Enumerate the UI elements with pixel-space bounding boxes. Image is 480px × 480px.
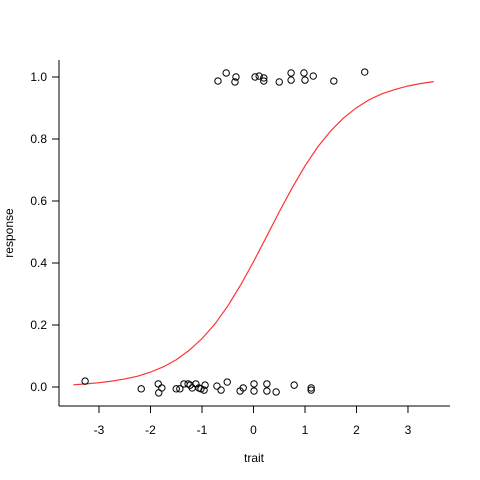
data-point [290, 381, 298, 389]
data-point [275, 78, 283, 86]
data-point [260, 77, 268, 85]
data-point [300, 69, 308, 77]
data-point [309, 72, 317, 80]
data-point [307, 386, 315, 394]
data-point [172, 385, 180, 393]
data-point [223, 378, 231, 386]
x-tick-label: 3 [405, 423, 412, 437]
data-point [214, 77, 222, 85]
data-point [176, 385, 184, 393]
y-tick-label: 0.6 [30, 194, 47, 208]
data-point [250, 387, 258, 395]
data-point [287, 69, 295, 77]
data-point [255, 72, 263, 80]
fitted-curve [73, 81, 434, 386]
data-point [272, 388, 280, 396]
x-tick-label: -1 [197, 423, 208, 437]
data-point [250, 380, 258, 388]
y-tick-label: 0.2 [30, 318, 47, 332]
y-tick-label: 0.4 [30, 256, 47, 270]
data-point [217, 386, 225, 394]
x-tick-label: -3 [94, 423, 105, 437]
x-tick-label: 0 [250, 423, 257, 437]
data-point [301, 76, 309, 84]
y-tick-label: 0.0 [30, 380, 47, 394]
data-point [287, 76, 295, 84]
y-axis-label: response [2, 208, 16, 258]
data-point [81, 377, 89, 385]
x-axis-label: trait [244, 451, 265, 465]
data-point [260, 74, 268, 82]
x-tick-label: 1 [302, 423, 309, 437]
data-point [307, 384, 315, 392]
data-point [251, 73, 259, 81]
data-point [263, 387, 271, 395]
data-point [213, 382, 221, 390]
x-tick-label: 2 [353, 423, 360, 437]
data-point [232, 73, 240, 81]
data-point [239, 384, 247, 392]
data-point [263, 380, 271, 388]
data-point [330, 77, 338, 85]
data-point [361, 68, 369, 76]
y-tick-label: 0.8 [30, 132, 47, 146]
data-point [155, 389, 163, 397]
data-point [200, 386, 208, 394]
data-point [184, 380, 192, 388]
data-point [231, 78, 239, 86]
data-point [137, 385, 145, 393]
data-point [201, 381, 209, 389]
x-tick-label: -2 [145, 423, 156, 437]
y-tick-label: 1.0 [30, 70, 47, 84]
data-point [222, 69, 230, 77]
